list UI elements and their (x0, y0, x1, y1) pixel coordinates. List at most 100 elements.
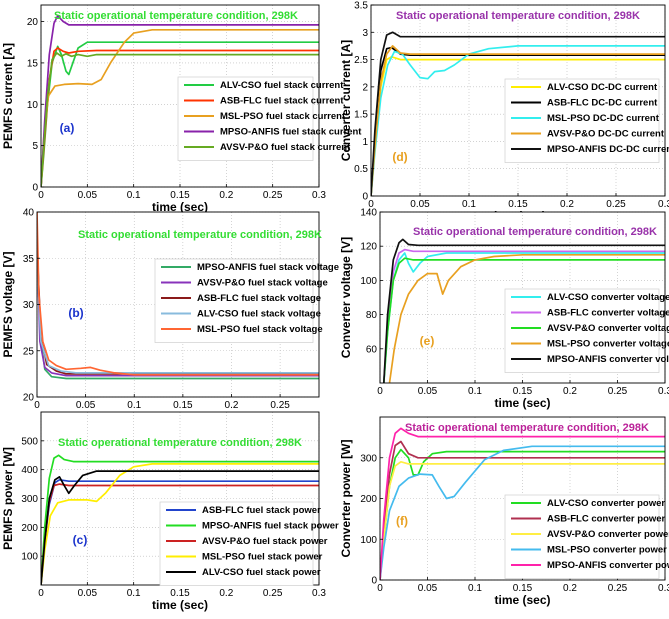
series-line-4 (41, 52, 319, 187)
series-line-4 (371, 31, 665, 196)
legend-entry: MSL-PSO fuel stack current (220, 111, 346, 122)
legend-entry: MSL-PSO converter voltage (547, 339, 669, 350)
y-axis-label: Converter voltage [V] (339, 237, 353, 358)
x-tick-label: 0.05 (418, 386, 438, 397)
x-tick-label: 0.25 (263, 588, 283, 599)
legend: MPSO-ANFIS fuel stack voltage AVSV-P&O fu… (154, 258, 339, 343)
legend: ASB-FLC fuel stack power MPSO-ANFIS fuel … (159, 501, 339, 586)
series-group (37, 212, 319, 380)
x-tick-label: 0.15 (170, 588, 190, 599)
x-tick-label: 0 (377, 583, 383, 594)
x-tick-label: 0.3 (658, 583, 669, 594)
y-tick-label: 0 (32, 183, 38, 194)
series-line-3 (380, 445, 665, 580)
series-line-2 (380, 460, 665, 580)
x-tick-label: 0.1 (462, 199, 476, 210)
y-tick-label: 120 (360, 242, 377, 253)
legend-entry: ALV-CSO fuel stack current (220, 80, 344, 91)
legend-entry: MPSO-ANFIS fuel stack current (220, 127, 362, 138)
y-tick-label: 2 (362, 82, 368, 93)
legend-entry: ASB-FLC fuel stack power (202, 505, 321, 516)
x-tick-label: 0.25 (608, 386, 628, 397)
x-tick-label: 0.15 (513, 583, 533, 594)
series-line-3 (41, 463, 319, 585)
legend-entry: ASB-FLC fuel stack voltage (197, 293, 321, 304)
series-group (371, 31, 665, 196)
x-tick-label: 0.15 (513, 386, 533, 397)
x-tick-label: 0.15 (508, 199, 528, 210)
y-tick-label: 100 (360, 535, 377, 546)
chart-title: Static operational temperature condition… (396, 10, 640, 22)
x-tick-label: 0 (34, 400, 40, 411)
y-tick-label: 0 (371, 576, 377, 587)
y-tick-label: 30 (23, 300, 35, 311)
y-tick-label: 500 (21, 436, 38, 447)
series-group (41, 14, 319, 187)
x-tick-label: 0.05 (410, 199, 430, 210)
x-tick-label: 0.1 (468, 386, 482, 397)
chart-title: Static operational temperature condition… (405, 422, 649, 434)
legend-entry: MPSO-ANFIS converter voltage (547, 354, 669, 365)
chart-title: Static operational temperature condition… (413, 226, 657, 238)
legend-entry: ALV-CSO fuel stack power (202, 567, 321, 578)
x-tick-label: 0.1 (468, 583, 482, 594)
x-tick-label: 0.15 (170, 190, 190, 201)
series-line-3 (371, 45, 665, 196)
x-tick-label: 0.1 (127, 190, 141, 201)
legend-entry: AVSV-P&O converter power (547, 529, 669, 540)
x-axis-label: time (sec) (152, 598, 208, 612)
legend-entry: ASB-FLC converter power (547, 514, 666, 525)
y-axis-label: PEMFS current [A] (1, 43, 15, 149)
x-tick-label: 0.05 (76, 400, 96, 411)
x-tick-label: 0.3 (312, 588, 326, 599)
x-tick-label: 0 (377, 386, 383, 397)
series-group (41, 454, 319, 585)
legend-entry: AVSV-P&O fuel stack power (202, 536, 328, 547)
x-tick-label: 0.25 (606, 199, 626, 210)
x-tick-label: 0 (38, 190, 44, 201)
series-group (382, 238, 665, 383)
series-line-1 (41, 454, 319, 585)
legend-entry: MPSO-ANFIS fuel stack power (202, 521, 339, 532)
x-tick-label: 0.2 (219, 588, 233, 599)
series-line-3 (41, 14, 319, 187)
legend: ALV-CSO converter power ASB-FLC converter… (504, 494, 669, 579)
chart-panel-4: 0 0.05 0.1 0.15 0.2 0.25 0.3 60 80 100 120 140 time … (339, 208, 669, 411)
series-line-4 (380, 427, 665, 580)
y-tick-label: 20 (27, 17, 39, 28)
legend-entry: ASB-FLC converter voltage (547, 308, 669, 319)
y-tick-label: 5 (32, 141, 38, 152)
y-tick-label: 300 (21, 494, 38, 505)
chart-panel-1: 00.050.10.150.20.252025303540time (sec)P… (1, 208, 339, 425)
series-line-1 (380, 440, 665, 580)
y-tick-label: 1 (362, 137, 368, 148)
x-tick-label: 0.2 (219, 190, 233, 201)
chart-title: Static operational temperature condition… (78, 229, 322, 241)
x-axis-label: time (sec) (152, 200, 208, 214)
y-tick-label: 0 (362, 192, 368, 203)
legend-entry: ALV-CSO converter power (547, 498, 665, 509)
y-axis-label: PEMFS power [W] (1, 447, 15, 550)
y-tick-label: 1.5 (354, 110, 368, 121)
panel-label: (b) (68, 306, 83, 320)
y-tick-label: 200 (21, 523, 38, 534)
legend-entry: AVSV-P&O fuel stack voltage (197, 278, 328, 289)
y-tick-label: 140 (360, 208, 377, 219)
x-axis-label: time (sec) (494, 593, 550, 607)
y-tick-label: 3.5 (354, 1, 368, 12)
y-tick-label: 60 (366, 344, 378, 355)
chart-title: Static operational temperature condition… (54, 10, 298, 22)
legend-entry: ALV-CSO fuel stack voltage (197, 309, 321, 320)
y-tick-label: 0.5 (354, 164, 368, 175)
series-line-4 (41, 470, 319, 585)
legend: ALV-CSO converter voltage ASB-FLC convert… (504, 288, 669, 373)
x-tick-label: 0.1 (127, 400, 141, 411)
x-tick-label: 0.2 (560, 199, 574, 210)
series-line-2 (41, 28, 319, 187)
y-tick-label: 80 (366, 310, 378, 321)
x-tick-label: 0.2 (225, 400, 239, 411)
y-tick-label: 35 (23, 254, 35, 265)
y-tick-label: 100 (360, 276, 377, 287)
x-tick-label: 0.2 (563, 386, 577, 397)
